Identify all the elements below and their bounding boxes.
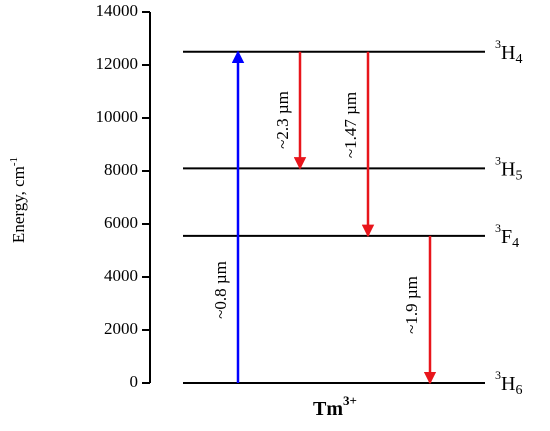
level-sub: 4 [515, 52, 522, 67]
transition-label: ~0.8 µm [211, 261, 230, 319]
y-axis-label: Energy, cm-1 [8, 157, 28, 243]
level-sup: 3 [495, 368, 501, 382]
level-sub: 5 [515, 169, 522, 184]
level-sup: 3 [495, 153, 501, 167]
y-tick-label: 4000 [104, 266, 138, 285]
transition-label: ~1.47 µm [341, 92, 360, 158]
level-sup: 3 [495, 221, 501, 235]
level-sub: 6 [515, 383, 522, 398]
level-sub: 4 [512, 236, 519, 251]
title-sup: 3+ [343, 393, 357, 408]
y-tick-label: 6000 [104, 213, 138, 232]
y-tick-label: 0 [130, 372, 139, 391]
level-name: H [501, 373, 515, 395]
level-label: 3F4 [495, 221, 519, 251]
transition-label: ~2.3 µm [273, 91, 292, 149]
level-name: H [501, 41, 515, 63]
level-label: 3H5 [495, 153, 522, 183]
level-sup: 3 [495, 37, 501, 51]
y-label-sup: -1 [8, 157, 20, 166]
y-tick-label: 12000 [96, 54, 139, 73]
y-tick-label: 10000 [96, 107, 139, 126]
y-tick-label: 8000 [104, 160, 138, 179]
level-label: 3H6 [495, 368, 522, 398]
chart-title: Tm3+ [313, 393, 357, 420]
y-tick-label: 2000 [104, 319, 138, 338]
y-label-text: Energy, cm [9, 166, 28, 243]
level-label: 3H4 [495, 37, 522, 67]
level-name: H [501, 158, 515, 180]
y-tick-label: 14000 [96, 1, 139, 20]
title-text: Tm [313, 398, 343, 420]
level-name: F [501, 226, 512, 248]
transition-label: ~1.9 µm [402, 276, 421, 334]
